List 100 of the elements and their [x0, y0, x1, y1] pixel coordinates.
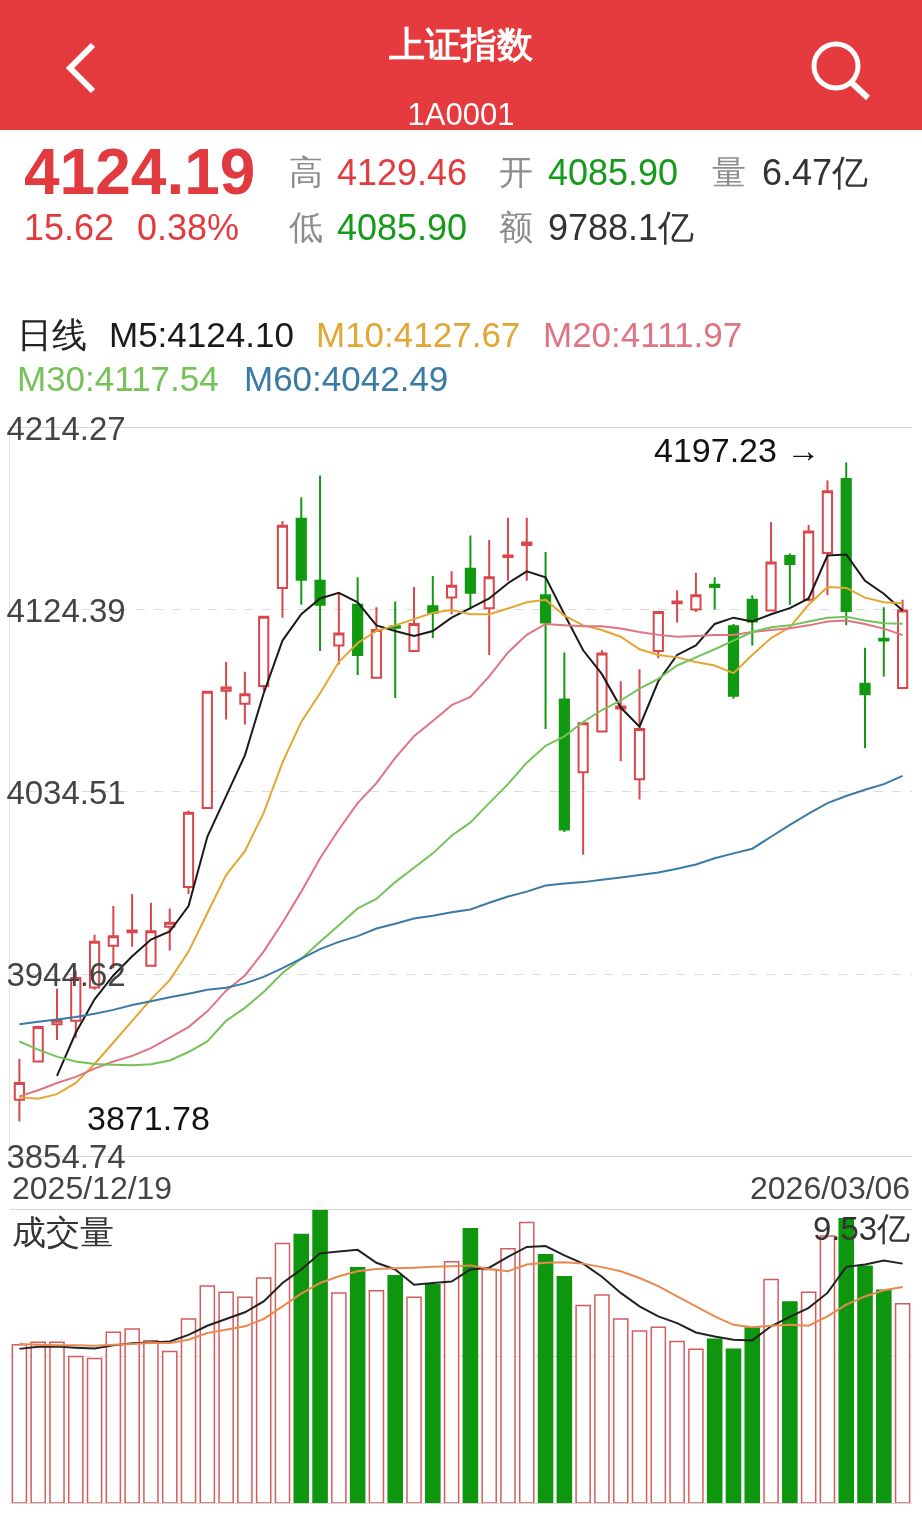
candlestick	[502, 516, 514, 582]
bar	[331, 1292, 347, 1503]
candlestick	[51, 987, 63, 1042]
candlestick	[126, 893, 138, 948]
bar	[556, 1276, 573, 1503]
chart-title: 成交量	[12, 1213, 114, 1251]
y-tick-label: 4214.27	[6, 409, 126, 447]
candlestick	[258, 614, 270, 692]
text: 9788.1亿	[548, 207, 695, 248]
bar	[387, 1274, 404, 1503]
candlestick	[408, 586, 420, 654]
annotation: 4197.23 →	[654, 431, 821, 469]
text: 高	[289, 153, 323, 191]
legend-title: 日线	[17, 315, 87, 354]
candlestick	[840, 461, 852, 627]
bar	[406, 1296, 422, 1503]
candlestick	[389, 600, 401, 700]
candlestick	[690, 571, 702, 613]
bar	[425, 1283, 441, 1503]
candlestick	[220, 661, 232, 721]
bar	[255, 1277, 272, 1503]
candlestick	[370, 606, 383, 680]
candlestick	[333, 591, 345, 666]
candlestick	[671, 589, 683, 624]
bar	[349, 1266, 366, 1503]
text: 额	[499, 208, 533, 246]
bar	[143, 1339, 159, 1503]
text: 1A0001	[407, 97, 515, 133]
bar	[669, 1340, 685, 1503]
candlestick	[427, 574, 439, 640]
candlestick	[483, 539, 495, 656]
bar	[237, 1296, 253, 1503]
bar	[650, 1326, 667, 1503]
text: 2026/03/06	[750, 1170, 911, 1206]
candlestick	[182, 809, 195, 896]
bar	[443, 1261, 460, 1503]
text: M60:4042.49	[244, 359, 449, 398]
candlestick	[652, 611, 664, 660]
bar	[67, 1355, 84, 1503]
candlestick	[633, 668, 646, 801]
bar	[199, 1285, 216, 1503]
candlestick	[295, 496, 307, 606]
candlestick	[859, 646, 871, 750]
bar	[500, 1247, 516, 1503]
bar	[124, 1328, 140, 1503]
bar	[86, 1357, 103, 1503]
candlestick	[596, 649, 608, 734]
bar	[725, 1348, 742, 1503]
bar	[518, 1221, 535, 1503]
text: 4085.90	[548, 152, 679, 193]
bar	[612, 1318, 629, 1503]
bar	[744, 1327, 761, 1503]
text: 6.47亿	[762, 152, 869, 193]
candlestick	[201, 689, 213, 811]
bar	[274, 1242, 291, 1503]
candlestick	[446, 570, 458, 616]
bar	[105, 1331, 122, 1503]
text: M5:4124.10	[109, 315, 294, 354]
annotation: 3871.78	[87, 1099, 210, 1137]
candlestick	[821, 479, 834, 597]
bar	[481, 1268, 497, 1503]
bar	[537, 1254, 554, 1503]
candlestick	[239, 670, 251, 726]
text: M30:4117.54	[17, 359, 219, 398]
bar	[161, 1350, 178, 1503]
bar	[782, 1301, 798, 1503]
candlestick	[765, 520, 777, 612]
candlestick	[314, 474, 326, 653]
candlestick	[558, 651, 570, 833]
candlestick	[615, 680, 627, 763]
text: 低	[289, 208, 323, 246]
text: 4124.19	[24, 136, 256, 208]
bar	[368, 1290, 385, 1503]
candlestick	[709, 576, 721, 611]
text: 量	[712, 153, 746, 191]
candlestick	[13, 1058, 25, 1123]
bar	[800, 1291, 817, 1503]
candlestick	[276, 520, 289, 619]
text: 4129.46	[337, 152, 468, 193]
bar	[218, 1291, 234, 1503]
bar	[11, 1344, 28, 1503]
candlestick	[521, 516, 533, 582]
bar	[312, 1210, 328, 1503]
bar	[706, 1338, 723, 1503]
candlestick	[803, 523, 815, 603]
bar	[180, 1318, 197, 1503]
bar	[763, 1278, 779, 1503]
y-tick-label: 4124.39	[6, 591, 126, 629]
bar	[293, 1233, 310, 1503]
candlestick	[145, 901, 157, 968]
text: M10:4127.67	[316, 315, 521, 354]
bar	[894, 1303, 911, 1503]
text: 0.38%	[137, 207, 240, 248]
bar	[857, 1265, 873, 1503]
candlestick	[164, 907, 176, 952]
candlestick	[352, 576, 364, 676]
bar	[575, 1304, 591, 1503]
candlestick	[878, 606, 890, 678]
text: 4085.90	[337, 207, 468, 248]
bar	[49, 1341, 65, 1503]
